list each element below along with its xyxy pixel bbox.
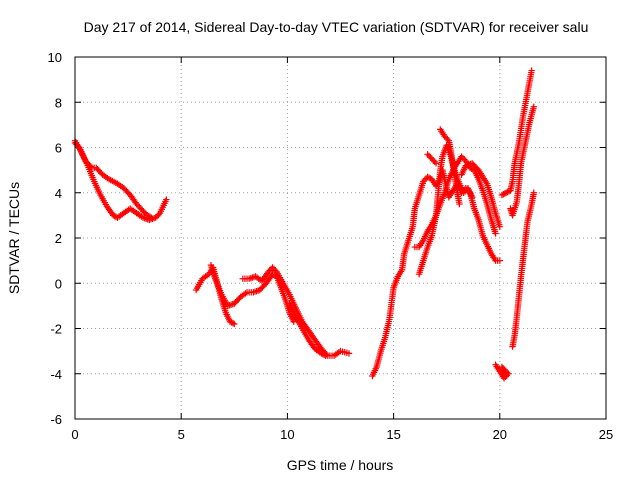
- y-tick-label: 6: [55, 141, 62, 156]
- data-point: [432, 160, 440, 167]
- data-point: [460, 189, 467, 196]
- data-point: [73, 141, 80, 148]
- data-point: [502, 189, 510, 196]
- data-point: [134, 202, 142, 209]
- x-axis-label: GPS time / hours: [287, 457, 394, 473]
- data-point: [226, 318, 234, 325]
- y-tick-label: 2: [55, 231, 62, 246]
- data-point: [425, 152, 433, 159]
- data-point: [270, 265, 278, 273]
- data-point: [420, 178, 427, 185]
- data-point: [428, 155, 436, 163]
- data-point: [504, 188, 511, 196]
- data-point: [530, 189, 537, 196]
- x-tick-label: 25: [599, 427, 613, 442]
- data-point: [87, 163, 94, 170]
- data-point: [321, 351, 328, 359]
- data-point: [496, 257, 503, 264]
- data-point: [229, 320, 237, 327]
- data-point: [441, 132, 448, 140]
- data-point: [163, 196, 170, 203]
- data-point: [528, 67, 535, 74]
- chart-title: Day 217 of 2014, Sidereal Day-to-day VTE…: [84, 19, 589, 35]
- data-point: [272, 267, 279, 274]
- data-point: [322, 352, 329, 359]
- data-point: [498, 191, 506, 199]
- data-point: [265, 268, 272, 276]
- data-point: [444, 136, 451, 143]
- x-tick-label: 5: [178, 427, 185, 442]
- y-tick-label: 0: [55, 276, 62, 291]
- data-point: [228, 319, 235, 326]
- data-point: [269, 264, 276, 271]
- data-point: [148, 214, 155, 221]
- data-point: [459, 154, 467, 162]
- data-point: [456, 200, 463, 208]
- y-tick-label: 8: [55, 95, 62, 110]
- data-point: [144, 212, 151, 219]
- data-point: [319, 350, 326, 358]
- data-point: [461, 156, 468, 163]
- data-point: [424, 173, 431, 181]
- x-tick-label: 15: [386, 427, 400, 442]
- y-axis-label: SDTVAR / TECUs: [6, 182, 22, 294]
- data-points: [71, 67, 537, 382]
- data-point: [421, 176, 428, 184]
- data-point: [501, 190, 508, 197]
- x-tick-label: 0: [71, 427, 78, 442]
- data-point: [530, 103, 537, 110]
- data-point: [266, 267, 273, 274]
- data-point: [500, 191, 507, 198]
- data-point: [461, 188, 469, 195]
- data-point: [231, 320, 238, 328]
- data-point: [270, 271, 278, 279]
- grid: [75, 57, 606, 419]
- data-point: [110, 212, 117, 219]
- data-point: [442, 134, 450, 141]
- data-point: [502, 372, 510, 380]
- y-tick-label: -4: [50, 367, 62, 382]
- data-point: [145, 212, 152, 220]
- plot-frame: [74, 56, 607, 420]
- y-tick-label: -6: [50, 412, 62, 427]
- y-tick-label: 10: [48, 50, 62, 65]
- data-point: [425, 174, 433, 181]
- data-point: [468, 165, 475, 172]
- data-point: [496, 223, 503, 230]
- data-point: [431, 158, 438, 166]
- data-point: [468, 194, 476, 201]
- data-point: [153, 212, 161, 220]
- data-point: [345, 350, 353, 357]
- data-point: [492, 230, 499, 237]
- data-point: [424, 151, 431, 158]
- data-point: [146, 213, 154, 221]
- data-point: [458, 153, 465, 160]
- x-tick-label: 10: [280, 427, 294, 442]
- data-point: [318, 350, 325, 357]
- data-point: [427, 154, 434, 161]
- data-point: [430, 157, 437, 164]
- axis-ticks: 0 5 10 15 20 25 -6 -4 -2 0 2 4 6 8 10: [48, 50, 614, 442]
- data-point: [155, 211, 162, 218]
- y-tick-label: -2: [50, 322, 62, 337]
- data-point: [74, 142, 82, 150]
- y-tick-label: 4: [55, 186, 62, 201]
- data-point: [133, 200, 140, 208]
- x-tick-label: 20: [493, 427, 507, 442]
